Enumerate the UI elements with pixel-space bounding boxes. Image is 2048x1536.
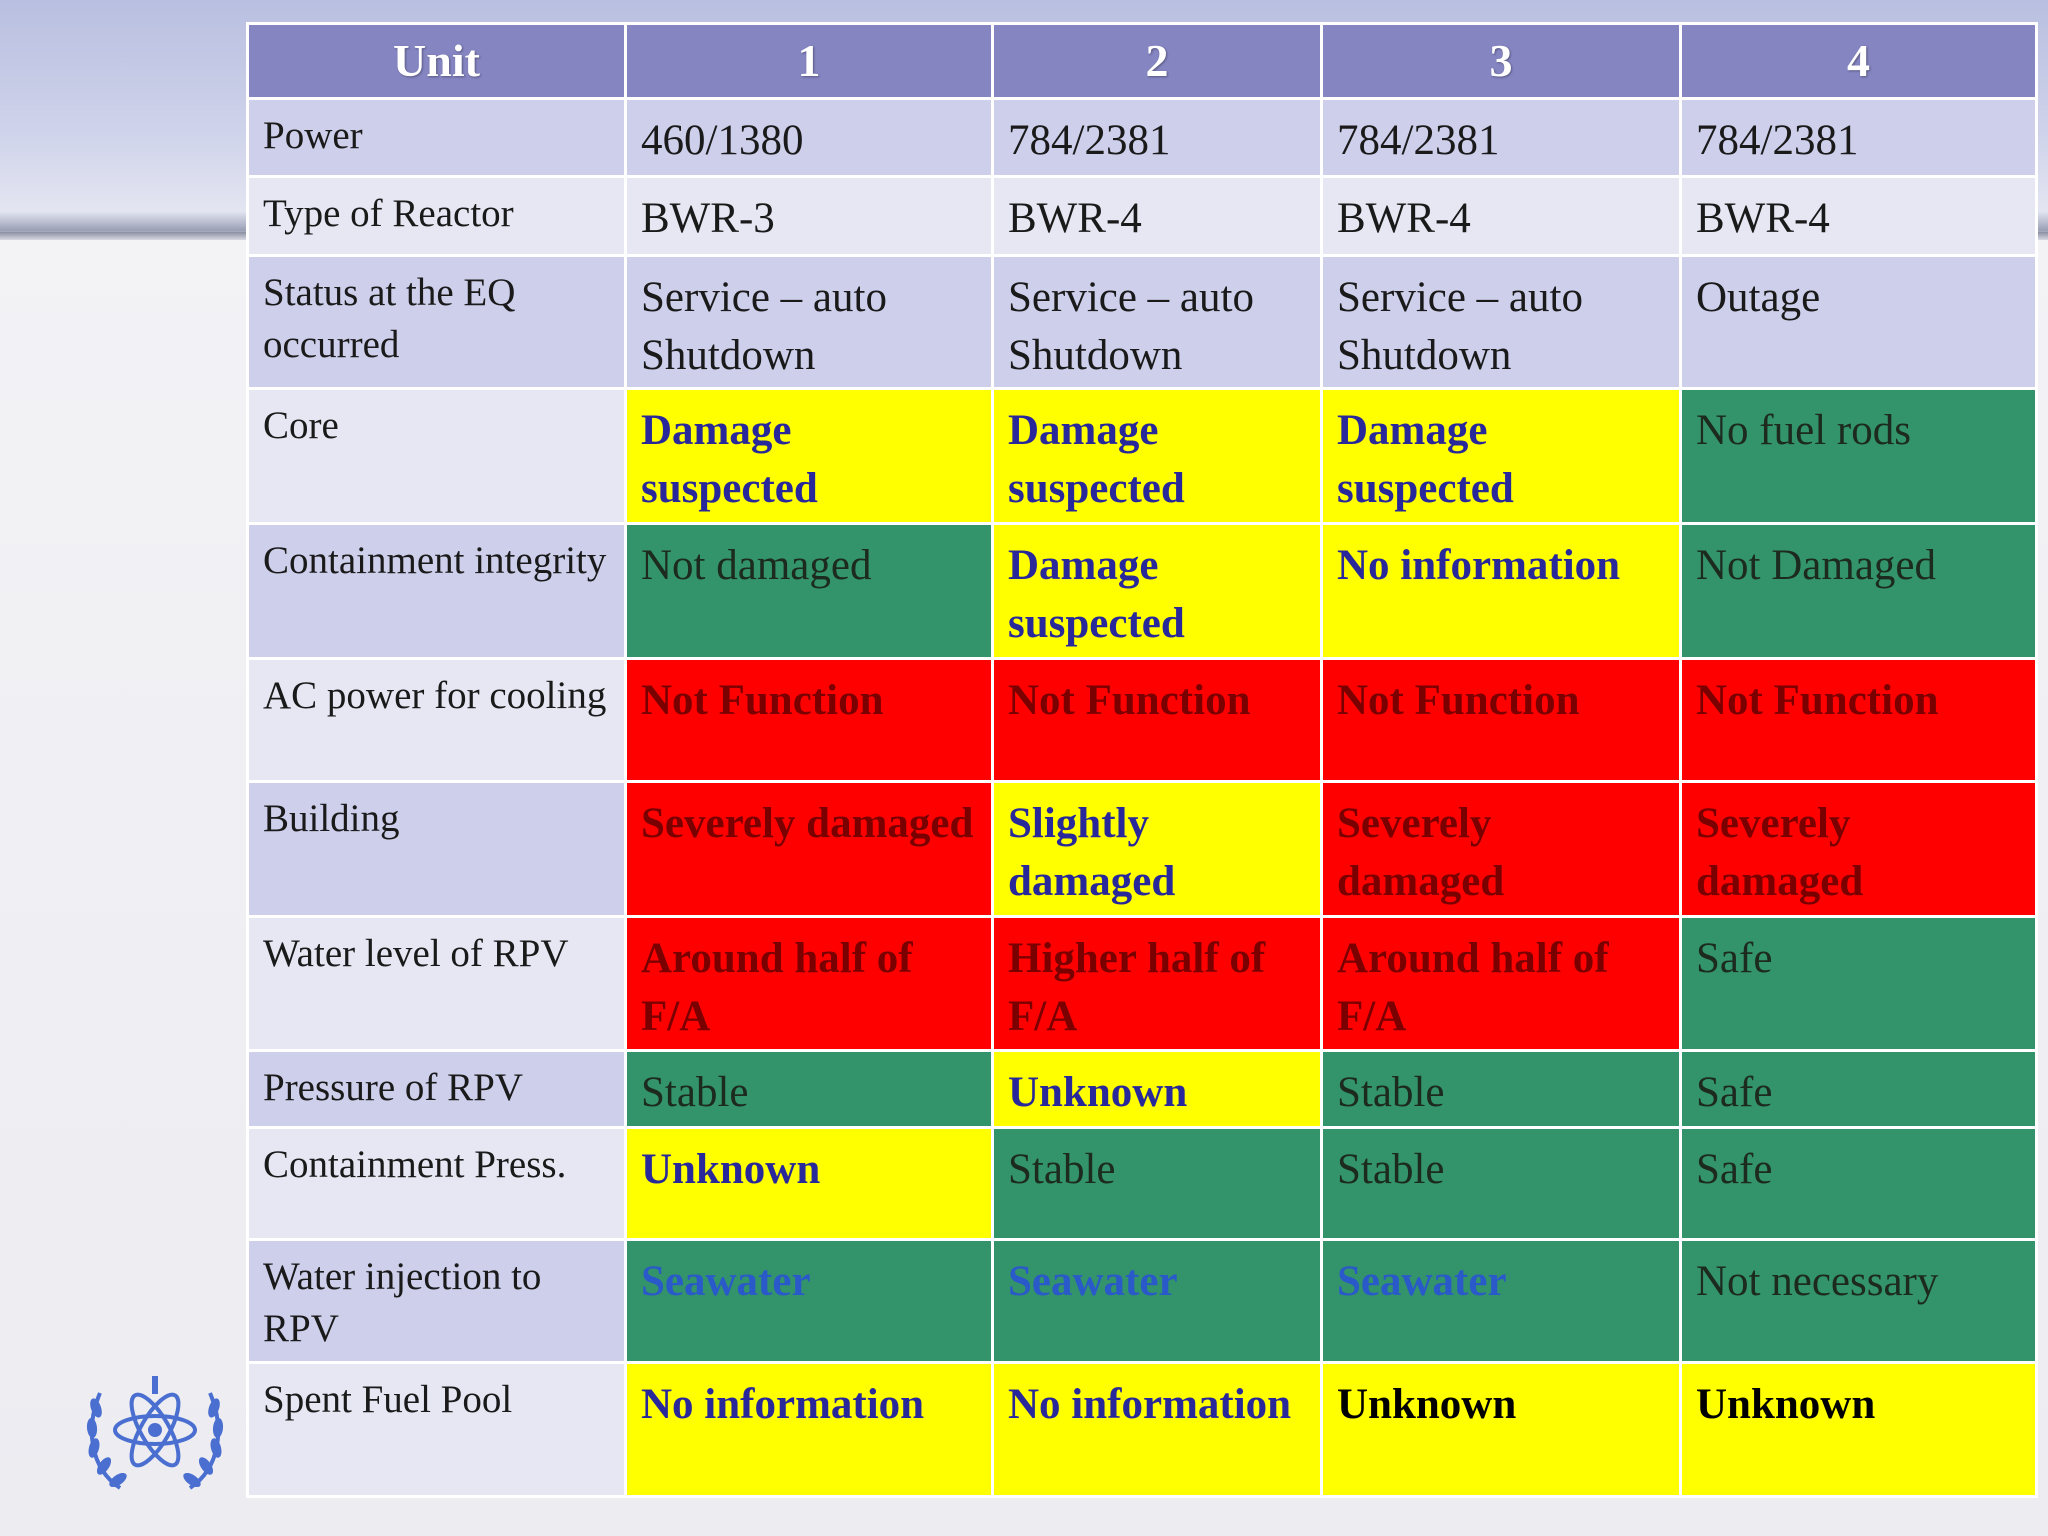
row-water-injection-to-rpv: Water injection to RPV Seawater Seawater…: [249, 1240, 2035, 1362]
row-label: Power: [249, 100, 624, 175]
cell-unit-1: 460/1380: [627, 100, 991, 175]
cell-unit-2: No information: [994, 1364, 1320, 1495]
reactor-status-table-container: Unit 1 2 3 4 Power 460/1380 784/2381 784…: [246, 22, 2038, 1498]
row-power: Power 460/1380 784/2381 784/2381 784/238…: [249, 100, 2035, 175]
header-unit-1: 1: [627, 25, 991, 98]
cell-unit-3: 784/2381: [1323, 100, 1679, 175]
row-label: Spent Fuel Pool: [249, 1364, 624, 1495]
cell-unit-2: 784/2381: [994, 100, 1320, 175]
cell-unit-3: Severely damaged: [1323, 783, 1679, 915]
row-label: Containment Press.: [249, 1129, 624, 1238]
cell-unit-3: No information: [1323, 524, 1679, 657]
cell-unit-4: Safe: [1682, 1129, 2035, 1238]
row-label: Building: [249, 783, 624, 915]
cell-unit-4: Not Damaged: [1682, 524, 2035, 657]
row-label: AC power for cooling: [249, 659, 624, 781]
cell-unit-1: Seawater: [627, 1240, 991, 1362]
cell-unit-3: Stable: [1323, 1129, 1679, 1238]
cell-unit-1: Unknown: [627, 1129, 991, 1238]
cell-unit-3: BWR-4: [1323, 177, 1679, 254]
cell-unit-4: Safe: [1682, 1052, 2035, 1127]
row-label: Water injection to RPV: [249, 1240, 624, 1362]
cell-unit-4: Not Function: [1682, 659, 2035, 781]
row-label: Type of Reactor: [249, 177, 624, 254]
cell-unit-2: Seawater: [994, 1240, 1320, 1362]
cell-unit-2: Slightly damaged: [994, 783, 1320, 915]
header-unit-2: 2: [994, 25, 1320, 98]
cell-unit-2: Higher half of F/A: [994, 917, 1320, 1050]
header-unit: Unit: [249, 25, 624, 98]
cell-unit-4: Safe: [1682, 917, 2035, 1050]
cell-unit-2: Damage suspected: [994, 390, 1320, 522]
row-ac-power-for-cooling: AC power for cooling Not Function Not Fu…: [249, 659, 2035, 781]
row-label: Water level of RPV: [249, 917, 624, 1050]
cell-unit-2: Damage suspected: [994, 524, 1320, 657]
cell-unit-2: BWR-4: [994, 177, 1320, 254]
cell-unit-3: Not Function: [1323, 659, 1679, 781]
cell-unit-3: Service – auto Shutdown: [1323, 256, 1679, 388]
cell-unit-3: Stable: [1323, 1052, 1679, 1127]
row-label: Pressure of RPV: [249, 1052, 624, 1127]
row-type-of-reactor: Type of Reactor BWR-3 BWR-4 BWR-4 BWR-4: [249, 177, 2035, 254]
cell-unit-1: Not damaged: [627, 524, 991, 657]
cell-unit-4: Unknown: [1682, 1364, 2035, 1495]
cell-unit-3: Damage suspected: [1323, 390, 1679, 522]
cell-unit-3: Unknown: [1323, 1364, 1679, 1495]
row-label: Core: [249, 390, 624, 522]
cell-unit-3: Around half of F/A: [1323, 917, 1679, 1050]
cell-unit-2: Service – auto Shutdown: [994, 256, 1320, 388]
row-label: Containment integrity: [249, 524, 624, 657]
row-containment-press: Containment Press. Unknown Stable Stable…: [249, 1129, 2035, 1238]
row-label: Status at the EQ occurred: [249, 256, 624, 388]
cell-unit-1: Stable: [627, 1052, 991, 1127]
cell-unit-4: Severely damaged: [1682, 783, 2035, 915]
cell-unit-2: Unknown: [994, 1052, 1320, 1127]
header-unit-3: 3: [1323, 25, 1679, 98]
cell-unit-2: Stable: [994, 1129, 1320, 1238]
cell-unit-4: Outage: [1682, 256, 2035, 388]
row-containment-integrity: Containment integrity Not damaged Damage…: [249, 524, 2035, 657]
cell-unit-1: BWR-3: [627, 177, 991, 254]
iaea-emblem-icon: [80, 1368, 230, 1500]
cell-unit-3: Seawater: [1323, 1240, 1679, 1362]
reactor-status-table: Unit 1 2 3 4 Power 460/1380 784/2381 784…: [246, 22, 2038, 1498]
cell-unit-1: No information: [627, 1364, 991, 1495]
row-spent-fuel-pool: Spent Fuel Pool No information No inform…: [249, 1364, 2035, 1495]
row-core: Core Damage suspected Damage suspected D…: [249, 390, 2035, 522]
cell-unit-4: 784/2381: [1682, 100, 2035, 175]
cell-unit-2: Not Function: [994, 659, 1320, 781]
cell-unit-1: Around half of F/A: [627, 917, 991, 1050]
cell-unit-1: Damage suspected: [627, 390, 991, 522]
row-status-at-eq: Status at the EQ occurred Service – auto…: [249, 256, 2035, 388]
cell-unit-4: Not necessary: [1682, 1240, 2035, 1362]
cell-unit-4: BWR-4: [1682, 177, 2035, 254]
cell-unit-1: Not Function: [627, 659, 991, 781]
row-pressure-of-rpv: Pressure of RPV Stable Unknown Stable Sa…: [249, 1052, 2035, 1127]
header-row: Unit 1 2 3 4: [249, 25, 2035, 98]
cell-unit-4: No fuel rods: [1682, 390, 2035, 522]
row-building: Building Severely damaged Slightly damag…: [249, 783, 2035, 915]
header-unit-4: 4: [1682, 25, 2035, 98]
cell-unit-1: Service – auto Shutdown: [627, 256, 991, 388]
cell-unit-1: Severely damaged: [627, 783, 991, 915]
row-water-level-of-rpv: Water level of RPV Around half of F/A Hi…: [249, 917, 2035, 1050]
